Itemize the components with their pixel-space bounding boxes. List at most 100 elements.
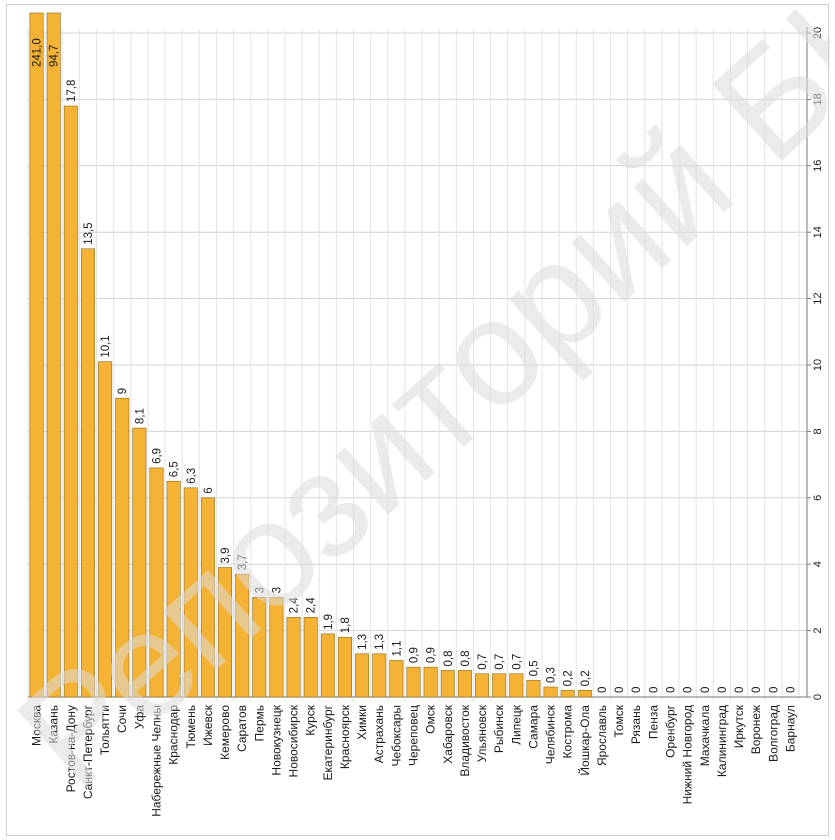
bar	[372, 653, 387, 698]
category-labels: Москва Казань Ростов-на-Дону Санкт-Петербур…	[30, 704, 798, 817]
value-label: 0,2	[563, 670, 575, 686]
category-label: Барнаул	[783, 705, 797, 752]
value-label: 0	[717, 687, 729, 693]
bar	[286, 617, 301, 698]
y-tick-label: 10	[812, 359, 824, 371]
bar	[320, 633, 335, 698]
value-label: 0	[648, 687, 660, 693]
y-tick-label: 20	[812, 27, 824, 39]
category-label: Пермь	[252, 705, 266, 741]
value-label: 0	[683, 687, 695, 693]
value-label: 1,3	[357, 634, 369, 650]
value-label: 241,0	[32, 38, 44, 67]
value-label: 0,2	[580, 670, 592, 686]
bar	[149, 467, 164, 698]
bar	[406, 666, 421, 698]
category-label: Сочи	[115, 705, 129, 733]
category-label: Липецк	[509, 704, 523, 745]
category-label: Екатеринбург	[321, 704, 335, 780]
value-label: 1,9	[323, 614, 335, 630]
category-label: Челябинск	[544, 704, 558, 764]
category-label: Чебоксары	[389, 705, 403, 766]
y-tick-label: 4	[812, 561, 824, 567]
bar	[63, 105, 78, 698]
value-label: 1,8	[340, 617, 352, 633]
category-label: Набережные Челны	[150, 705, 164, 817]
value-label: 0	[666, 687, 678, 693]
bar	[46, 12, 61, 698]
category-label: Нижний Новгород	[681, 705, 695, 804]
value-label: 0,8	[443, 650, 455, 666]
y-tick-label: 6	[812, 495, 824, 501]
bar	[389, 660, 404, 698]
value-label: 0	[631, 687, 643, 693]
category-label: Казань	[47, 705, 61, 744]
value-label: 0	[614, 687, 626, 693]
bar	[492, 673, 507, 698]
value-label: 0,3	[546, 667, 558, 683]
bar	[269, 597, 284, 698]
value-label: 6	[203, 487, 215, 493]
bar	[218, 567, 233, 698]
value-label: 3	[271, 587, 283, 593]
category-label: Хабаровск	[441, 704, 455, 764]
bar	[355, 653, 370, 698]
category-label: Кемерово	[218, 705, 232, 760]
value-label: 3	[254, 587, 266, 593]
bar	[115, 397, 130, 698]
category-label: Омск	[424, 704, 438, 734]
value-label: 94,7	[49, 45, 61, 67]
bar	[423, 666, 438, 698]
value-labels: 241,0 94,7 17,8 13,5 10,1 9 8,1 6,9 6,5 6,3 6 3,9 3,…	[32, 38, 798, 693]
value-label: 10,1	[100, 335, 112, 357]
value-label: 0	[734, 687, 746, 693]
category-label: Новосибирск	[287, 704, 301, 777]
bar	[235, 573, 250, 698]
value-label: 3,9	[220, 548, 232, 564]
value-label: 0	[751, 687, 763, 693]
y-tick-label: 16	[812, 160, 824, 172]
category-label: Махачкала	[698, 705, 712, 767]
y-tick-label: 14	[812, 226, 824, 238]
bar	[457, 670, 472, 698]
bar	[200, 497, 215, 698]
value-label: 1,3	[374, 634, 386, 650]
category-label: Череповец	[407, 705, 421, 766]
value-label: 2,4	[306, 597, 318, 614]
bar	[303, 617, 318, 698]
category-label: Краснодар	[167, 705, 181, 765]
category-label: Химки	[355, 705, 369, 740]
category-label: Пенза	[646, 705, 660, 739]
value-label: 13,5	[83, 222, 95, 244]
value-label: 0	[785, 687, 797, 693]
category-label: Санкт-Петербург	[81, 704, 95, 799]
value-label: 8,1	[134, 408, 146, 424]
category-label: Москва	[30, 705, 44, 746]
category-label: Самара	[526, 705, 540, 749]
category-label: Курск	[304, 704, 318, 736]
category-label: Тюмень	[184, 705, 198, 748]
value-label: 0	[700, 687, 712, 693]
value-label: 6,9	[152, 448, 164, 464]
value-label: 2,4	[289, 597, 301, 614]
value-label: 0,9	[409, 647, 421, 663]
bar	[440, 670, 455, 698]
grid-lines	[27, 27, 808, 701]
value-label: 0,7	[477, 654, 489, 670]
bars	[29, 12, 592, 698]
value-label: 0	[768, 687, 780, 693]
y-tick-label: 12	[812, 292, 824, 304]
bar	[252, 597, 267, 698]
category-label: Ижевск	[201, 704, 215, 746]
y-tick-label: 18	[812, 93, 824, 105]
bar	[475, 673, 490, 698]
value-label: 3,7	[237, 554, 249, 570]
category-label: Тольятти	[98, 705, 112, 755]
value-label: 6,5	[169, 461, 181, 477]
value-label: 17,8	[66, 80, 78, 102]
category-label: Новокузнецк	[269, 704, 283, 775]
bar	[337, 636, 352, 698]
category-label: Владивосток	[458, 704, 472, 776]
category-label: Иркутск	[732, 704, 746, 748]
category-label: Калининград	[715, 705, 729, 777]
